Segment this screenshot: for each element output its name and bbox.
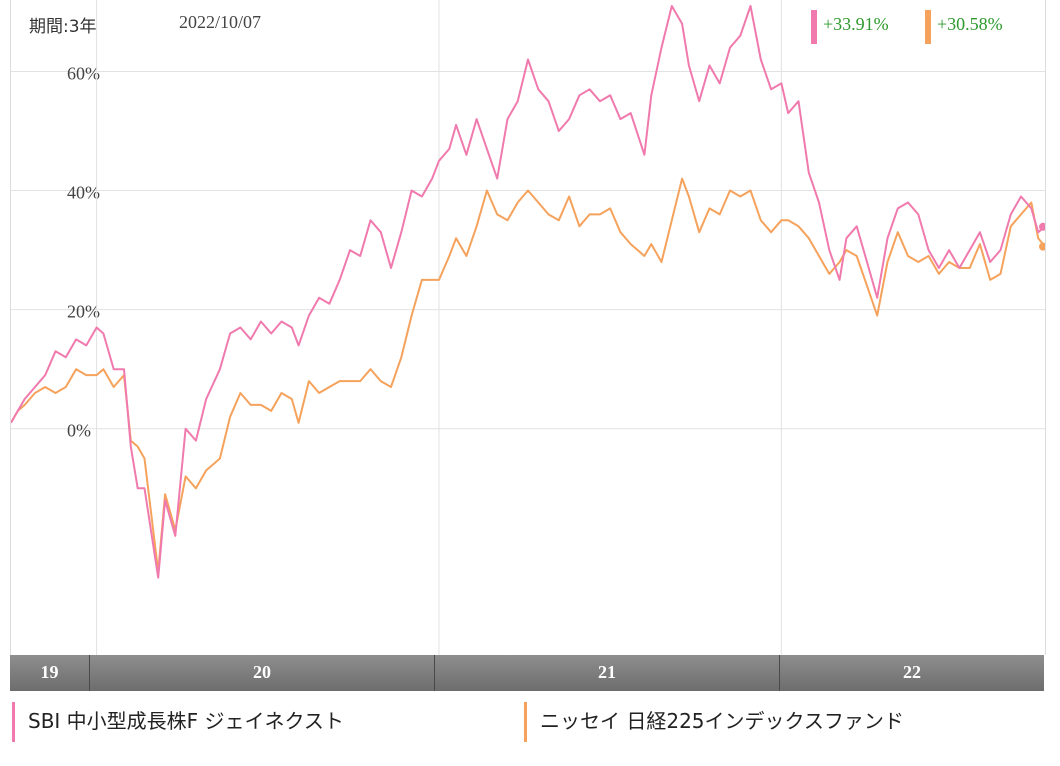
legend-item-series1[interactable]: SBI 中小型成長株F ジェイネクスト — [12, 702, 344, 742]
x-tick-label-20: 20 — [253, 662, 271, 682]
series-end-point-1 — [1039, 222, 1045, 231]
series-line-2 — [11, 177, 1045, 573]
year-separator — [779, 655, 780, 691]
year-separator — [434, 655, 435, 691]
series2-return: +30.58% — [925, 10, 1003, 44]
series1-swatch — [811, 10, 817, 44]
line-chart: 0% 20% 40% 60% — [11, 0, 1045, 655]
period-label: 期間:3年 — [29, 17, 97, 37]
x-tick-label-21: 21 — [598, 662, 616, 682]
y-tick-label: 0% — [67, 421, 91, 441]
x-axis-year-band: 19 20 21 22 — [10, 655, 1044, 691]
legend-swatch-series2 — [524, 702, 527, 742]
x-tick-label-22: 22 — [903, 662, 921, 682]
chart-date: 2022/10/07 — [179, 12, 262, 32]
year-separator — [89, 655, 90, 691]
series2-swatch — [925, 10, 931, 44]
series1-return-value: +33.91% — [823, 14, 889, 34]
legend-swatch-series1 — [12, 702, 15, 742]
chart-plot-area: 0% 20% 40% 60% 期間:3年 2022/10/07 +33.91% +30… — [10, 0, 1046, 655]
legend-label-series1: SBI 中小型成長株F ジェイネクスト — [28, 709, 344, 733]
y-tick-label: 20% — [67, 302, 100, 322]
legend-item-series2[interactable]: ニッセイ 日経225インデックスファンド — [524, 702, 904, 742]
series-end-point-2 — [1039, 242, 1045, 251]
series1-return: +33.91% — [811, 10, 889, 44]
x-tick-label-19: 19 — [40, 662, 59, 682]
series-line-1 — [11, 5, 1045, 579]
legend-label-series2: ニッセイ 日経225インデックスファンド — [540, 709, 904, 733]
series2-return-value: +30.58% — [937, 14, 1003, 34]
y-tick-label: 40% — [67, 183, 100, 203]
y-tick-label: 60% — [67, 63, 100, 83]
